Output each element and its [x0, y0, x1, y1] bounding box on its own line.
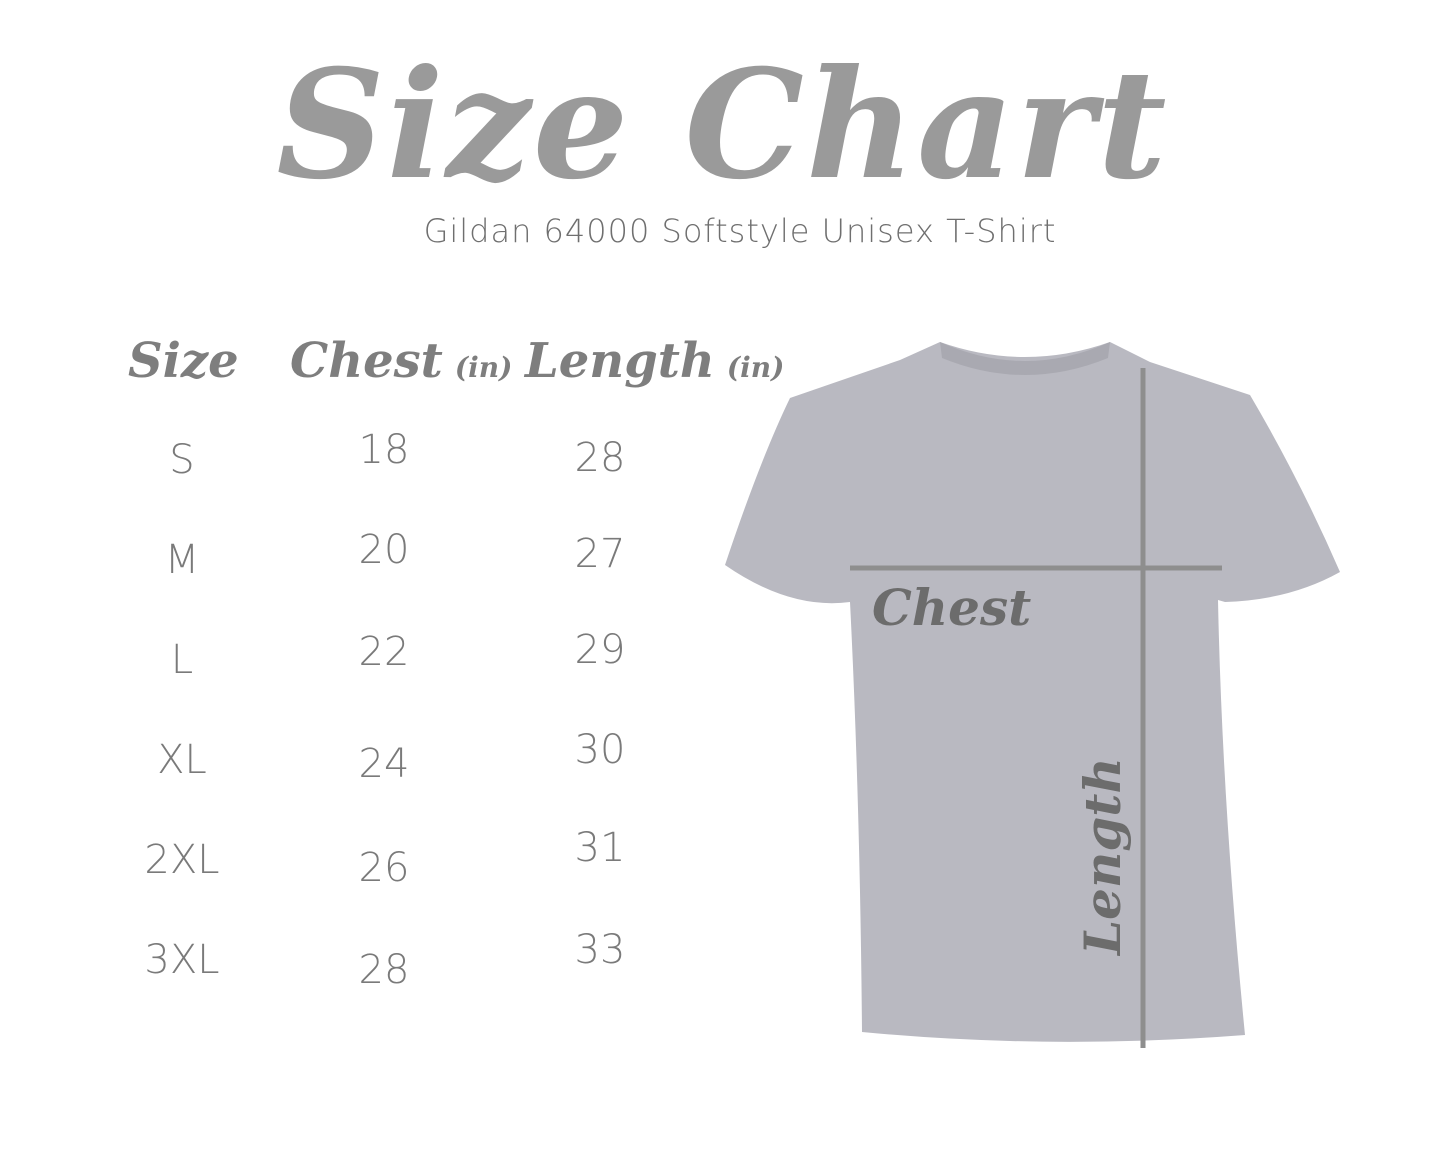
header-length: Length (in) — [525, 333, 785, 389]
chest-label: Chest — [872, 578, 1031, 637]
cell-chest: 28 — [358, 947, 410, 993]
cell-size: M — [164, 537, 200, 583]
cell-size: S — [169, 437, 195, 483]
length-label: Length — [1073, 757, 1132, 957]
cell-size: 2XL — [144, 837, 220, 883]
cell-size: XL — [157, 737, 207, 783]
header-size: Size — [128, 333, 239, 389]
cell-length: 33 — [574, 927, 626, 973]
tshirt-shape — [725, 342, 1340, 1042]
cell-length: 27 — [574, 531, 626, 577]
cell-chest: 18 — [358, 427, 410, 473]
cell-chest: 20 — [358, 527, 410, 573]
cell-length: 28 — [574, 435, 626, 481]
cell-chest: 22 — [358, 629, 410, 675]
cell-length: 30 — [574, 727, 626, 773]
cell-chest: 24 — [358, 741, 410, 787]
cell-size: L — [170, 637, 194, 683]
cell-length: 31 — [574, 825, 626, 871]
cell-size: 3XL — [144, 937, 220, 983]
cell-length: 29 — [574, 627, 626, 673]
cell-chest: 26 — [358, 845, 410, 891]
page-title: Size Chart — [276, 37, 1169, 213]
page-subtitle: Gildan 64000 Softstyle Unisex T-Shirt — [423, 212, 1057, 250]
collar — [940, 342, 1110, 375]
header-chest: Chest (in) — [290, 333, 513, 389]
